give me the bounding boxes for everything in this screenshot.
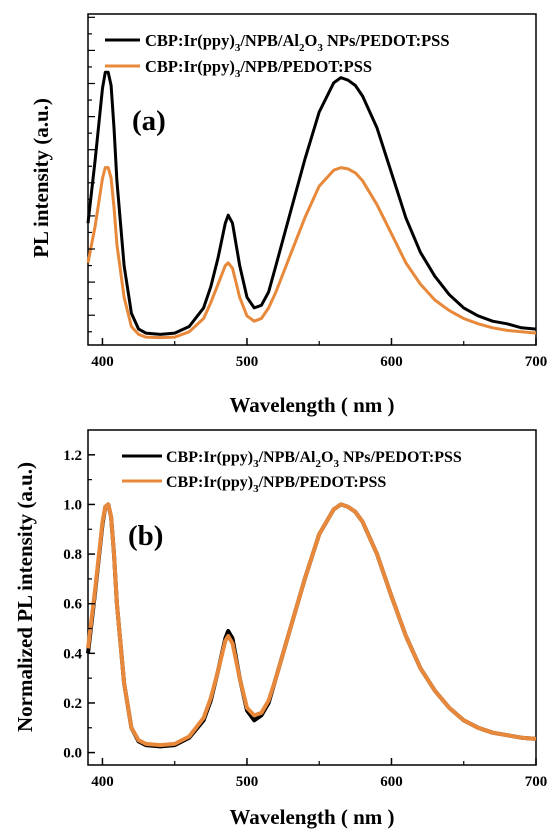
- legend-label-part: CBP:Ir(ppy): [145, 31, 235, 50]
- plot-area: [86, 70, 537, 340]
- legend-subscript: 3: [235, 68, 241, 80]
- legend-label-part: /NPB/PEDOT:PSS: [239, 57, 372, 76]
- axes: 400 500 600 700: [88, 16, 548, 370]
- legend-label-part: NPs/PEDOT:PSS: [323, 31, 450, 50]
- x-axis-label: Wavelength ( nm ): [229, 805, 394, 829]
- legend-subscript: 3: [253, 458, 259, 470]
- x-tick-label: 700: [525, 774, 548, 790]
- y-tick-label: 1.0: [63, 497, 82, 513]
- x-axis-label: Wavelength ( nm ): [229, 393, 394, 417]
- x-tick-label: 500: [236, 354, 259, 370]
- legend-subscript: 3: [253, 483, 259, 495]
- legend-label-part: O: [305, 31, 318, 50]
- legend-label-part: CBP:Ir(ppy): [166, 449, 253, 466]
- panel-b: 400 500 600 700 0.0 0.2 0.4 0.6 0.8 1.0 1.2 CBP:Ir…: [13, 429, 547, 829]
- legend-label-part: /NPB/Al: [258, 449, 316, 466]
- legend: CBP:Ir(ppy)3/NPB/Al2O3 NPs/PEDOT:PSS CBP…: [122, 449, 462, 495]
- legend-subscript: 3: [235, 42, 241, 54]
- legend-subscript: 3: [317, 42, 323, 54]
- y-tick-label: 0.6: [63, 597, 82, 613]
- axes: 400 500 600 700 0.0 0.2 0.4 0.6 0.8 1.0 1.2: [63, 448, 547, 790]
- panel-label: (a): [132, 105, 166, 137]
- plot-area: [86, 502, 537, 749]
- legend: CBP:Ir(ppy)3/NPB/Al2O3 NPs/PEDOT:PSS CBP…: [105, 31, 450, 80]
- x-tick-label: 500: [236, 774, 259, 790]
- series-line: [86, 166, 537, 340]
- legend-label-part: NPs/PEDOT:PSS: [339, 449, 462, 466]
- legend-label: CBP:Ir(ppy)3/NPB/PEDOT:PSS: [166, 474, 386, 495]
- panel-label: (b): [128, 520, 163, 552]
- y-axis-label: Normalized PL intensity (a.u.): [13, 462, 37, 732]
- y-axis-label: PL intensity (a.u.): [29, 98, 53, 258]
- panel-a: 400 500 600 700 CBP:Ir(ppy)3/NPB/Al2O3 NPs/…: [29, 13, 548, 417]
- plot-frame: [87, 13, 537, 346]
- x-tick-label: 700: [525, 354, 548, 370]
- legend-label: CBP:Ir(ppy)3/NPB/PEDOT:PSS: [145, 57, 372, 80]
- y-tick-label: 0.4: [63, 646, 82, 662]
- legend-subscript: 2: [299, 42, 305, 54]
- x-tick-label: 400: [91, 774, 114, 790]
- x-tick-label: 600: [380, 354, 403, 370]
- series-line: [86, 502, 537, 748]
- legend-label-part: /NPB/Al: [239, 31, 299, 50]
- x-tick-label: 600: [380, 774, 403, 790]
- plot-frame: [87, 429, 537, 766]
- y-tick-label: 0.2: [63, 696, 82, 712]
- legend-label: CBP:Ir(ppy)3/NPB/Al2O3 NPs/PEDOT:PSS: [166, 449, 462, 470]
- legend-label-part: O: [321, 449, 333, 466]
- legend-label-part: CBP:Ir(ppy): [166, 474, 253, 491]
- y-tick-label: 1.2: [63, 448, 82, 464]
- y-tick-label: 0.8: [63, 547, 82, 563]
- legend-subscript: 3: [333, 458, 339, 470]
- legend-label-part: CBP:Ir(ppy): [145, 57, 235, 76]
- legend-subscript: 2: [316, 458, 322, 470]
- legend-label: CBP:Ir(ppy)3/NPB/Al2O3 NPs/PEDOT:PSS: [145, 31, 450, 54]
- x-tick-label: 400: [91, 354, 114, 370]
- series-line: [86, 70, 537, 336]
- y-tick-label: 0.0: [63, 746, 82, 762]
- legend-label-part: /NPB/PEDOT:PSS: [258, 474, 387, 491]
